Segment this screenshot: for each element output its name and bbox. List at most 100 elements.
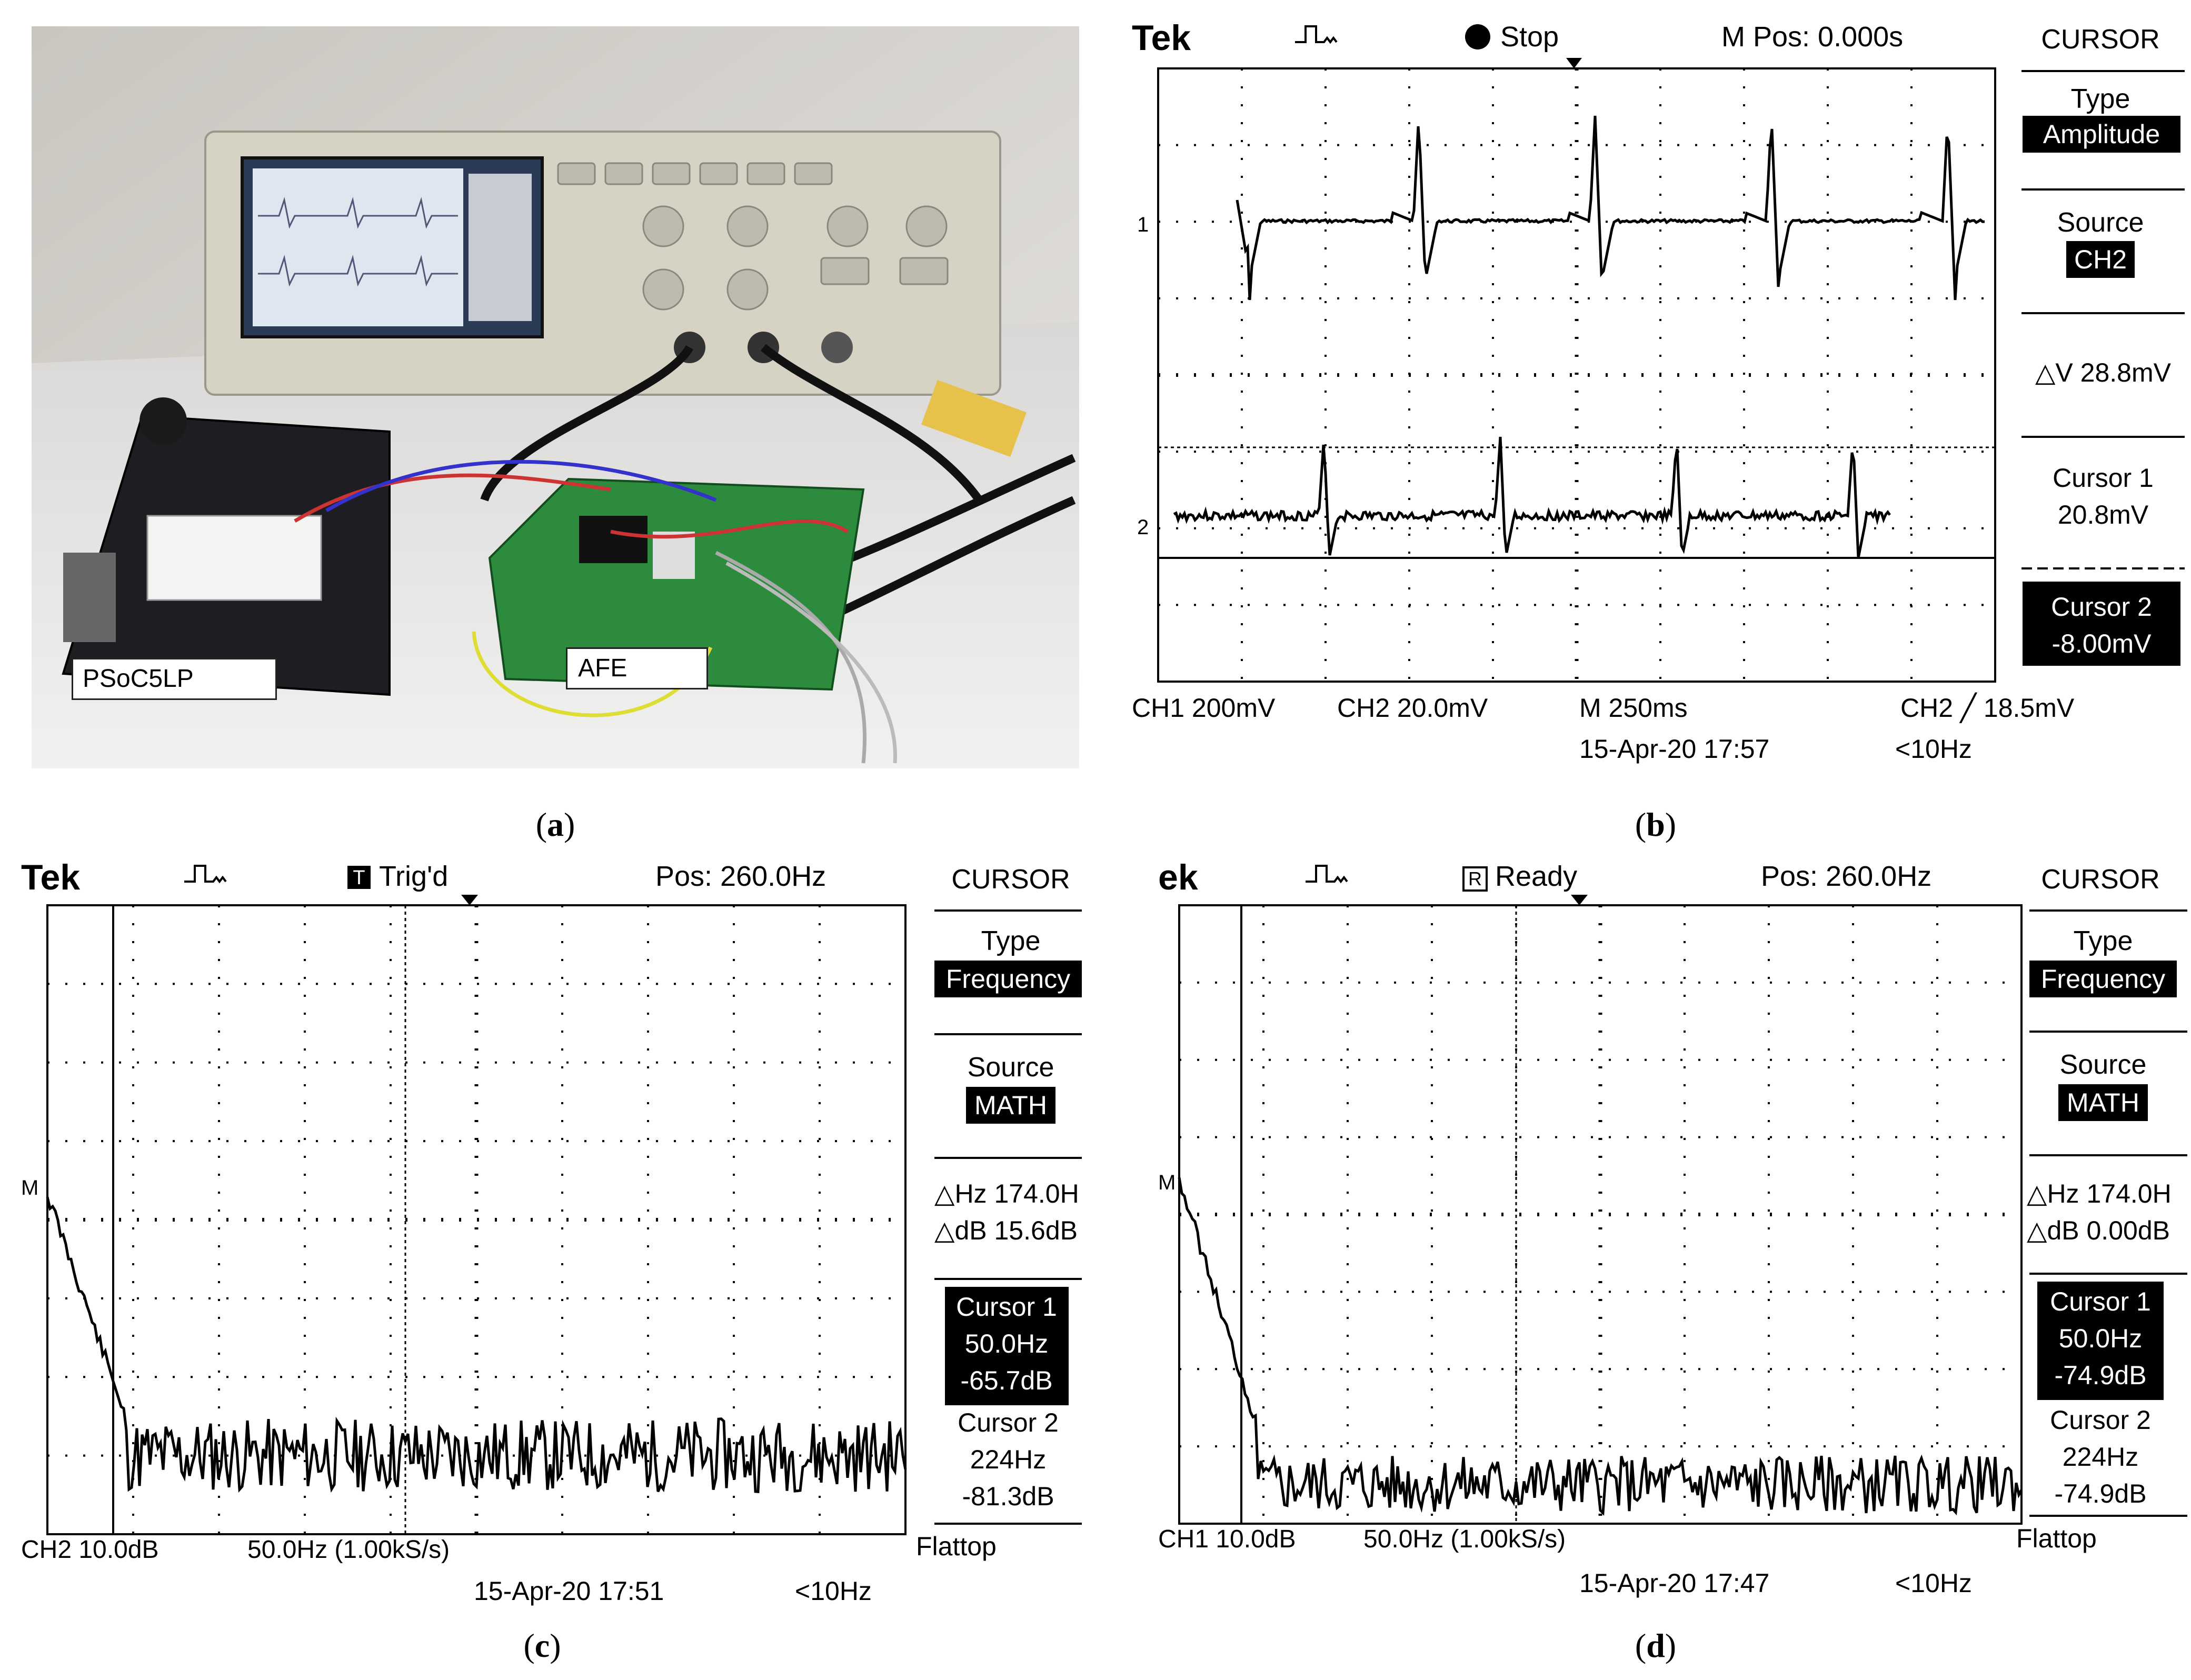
caption-b: (b) [1635, 806, 1677, 843]
cursor1-value: 20.8mV [2058, 500, 2149, 529]
source-label: Source [968, 1052, 1054, 1083]
type-label: Type [2071, 84, 2130, 114]
menu-title: CURSOR [2041, 24, 2159, 55]
ch1-ground-marker: 1 [1137, 213, 1149, 236]
ch2-scale: CH2 20.0mV [1337, 693, 1488, 723]
psoc-board [62, 414, 391, 696]
fft-spectrum [1178, 1177, 2023, 1516]
acquire-icon [1295, 25, 1338, 44]
source-value: MATH [2067, 1088, 2139, 1117]
delta-db: △dB 0.00dB [2027, 1216, 2170, 1245]
psoc-label: PSoC5LP [72, 658, 277, 700]
cursor1-label: Cursor 1 [2053, 463, 2154, 493]
panel-a-photo: PSoC5LP AFE [32, 26, 1079, 768]
psoc-label-text: PSoC5LP [83, 665, 194, 693]
stop-icon [1465, 24, 1490, 49]
timebase: M 250ms [1579, 693, 1688, 723]
source-value-box[interactable] [2066, 241, 2135, 278]
ch2-ground-marker: 2 [1137, 516, 1149, 539]
trace-ch1 [1236, 115, 1985, 301]
delta-hz: △Hz 174.0H [2027, 1179, 2172, 1208]
graticule [1157, 67, 1996, 683]
cursor1-box[interactable] [945, 1287, 1069, 1405]
trigger-freq: <10Hz [1895, 734, 1972, 764]
cursor-menu: CURSOR Type Frequency Source MATH △Hz 17… [916, 864, 1082, 1561]
type-label: Type [2074, 926, 2133, 956]
math-marker: M [1158, 1171, 1176, 1194]
pos-text: Pos: 260.0Hz [655, 861, 826, 892]
cursor2-db: -81.3dB [962, 1482, 1054, 1511]
cursor2-label: Cursor 2 [2050, 1405, 2151, 1435]
type-value-box[interactable] [2023, 116, 2180, 153]
type-value-box[interactable] [934, 961, 1082, 997]
trigger-pos-marker [1566, 58, 1582, 68]
panel-b-scope: Tek Stop M Pos: 0.000s 1 2 CURSOR Type A… [1121, 11, 2190, 774]
trigger-pos-marker [1571, 895, 1588, 905]
scope-screen-c: Tek T Trig'd Pos: 260.0Hz M CURSOR Type … [16, 853, 1084, 1611]
panel-d-scope: ek R Ready Pos: 260.0Hz M CURSOR Type Fr… [1121, 853, 2190, 1611]
menu-title: CURSOR [2041, 864, 2159, 895]
cursor2-db: -74.9dB [2054, 1479, 2146, 1508]
mpos-text: M Pos: 0.000s [1721, 21, 1903, 53]
cursor1-db: -74.9dB [2054, 1361, 2146, 1390]
cursor1-label: Cursor 1 [2050, 1287, 2151, 1316]
cursor2-label: Cursor 2 [958, 1408, 1059, 1437]
math-marker: M [21, 1176, 38, 1199]
type-value: Amplitude [2043, 119, 2160, 149]
caption-a: (a) [535, 806, 575, 843]
type-value: Frequency [946, 964, 1070, 994]
ready-icon-letter: R [1468, 868, 1482, 889]
ch1-scale: CH1 200mV [1132, 693, 1276, 723]
caption-a-letter: a [547, 806, 564, 843]
brand-logo: ek [1158, 857, 1198, 897]
menu-title: CURSOR [951, 864, 1070, 895]
trigd-icon [347, 866, 371, 889]
date-time: 15-Apr-20 17:47 [1579, 1568, 1769, 1598]
fft-span: 50.0Hz (1.00kS/s) [247, 1536, 450, 1564]
trigger-level: CH2 ╱ 18.5mV [1900, 692, 2075, 724]
cursor-menu: CURSOR Type Frequency Source MATH △Hz 17… [2016, 864, 2187, 1553]
pos-text: Pos: 260.0Hz [1761, 861, 1931, 892]
acquire-icon [184, 865, 227, 884]
trigger-pos-marker [461, 895, 478, 905]
trigd-icon-letter: T [353, 867, 365, 889]
trigger-freq: <10Hz [795, 1576, 872, 1606]
caption-c-letter: c [534, 1627, 550, 1664]
ready-icon [1462, 866, 1488, 892]
fft-scale: CH1 10.0dB [1158, 1525, 1296, 1553]
oscilloscope-device [204, 131, 1001, 396]
source-value-box[interactable] [2058, 1084, 2148, 1121]
source-label: Source [2057, 207, 2144, 238]
acquire-icon [1306, 865, 1348, 884]
afe-label: AFE [566, 647, 708, 689]
source-label: Source [2060, 1049, 2147, 1080]
status-text: Ready [1495, 861, 1577, 892]
type-label: Type [981, 926, 1041, 956]
cursor1-label: Cursor 1 [956, 1292, 1057, 1322]
fft-spectrum [46, 1196, 907, 1493]
window-type: Flattop [916, 1532, 997, 1561]
trigger-freq: <10Hz [1895, 1568, 1972, 1598]
scope-screen-b: Tek Stop M Pos: 0.000s 1 2 CURSOR Type A… [1121, 11, 2190, 774]
fft-scale: CH2 10.0dB [21, 1536, 159, 1564]
cursor1-box[interactable] [2037, 1282, 2164, 1400]
cursor2-label: Cursor 2 [2051, 592, 2152, 622]
scope-screen-d: ek R Ready Pos: 260.0Hz M CURSOR Type Fr… [1121, 853, 2190, 1611]
graticule [46, 904, 907, 1535]
status-text: Stop [1500, 21, 1559, 53]
cursor1-db: -65.7dB [960, 1366, 1052, 1395]
source-value-box[interactable] [966, 1087, 1055, 1124]
cursor2-box[interactable] [2023, 582, 2180, 666]
cursor-menu: CURSOR Type Amplitude Source CH2 △V 28.8… [2021, 24, 2185, 666]
lab-setup-photo [32, 26, 1079, 768]
date-time: 15-Apr-20 17:57 [1579, 734, 1769, 764]
graticule [1178, 904, 2023, 1525]
trace-ch2 [1173, 436, 1891, 558]
type-value-box[interactable] [2029, 961, 2177, 997]
brand-logo: Tek [21, 857, 80, 897]
cursor1-hz: 50.0Hz [2059, 1324, 2142, 1353]
afe-board [488, 477, 865, 691]
caption-b-letter: b [1646, 806, 1665, 843]
date-time: 15-Apr-20 17:51 [474, 1576, 664, 1606]
delta-v: △V 28.8mV [2035, 358, 2172, 387]
